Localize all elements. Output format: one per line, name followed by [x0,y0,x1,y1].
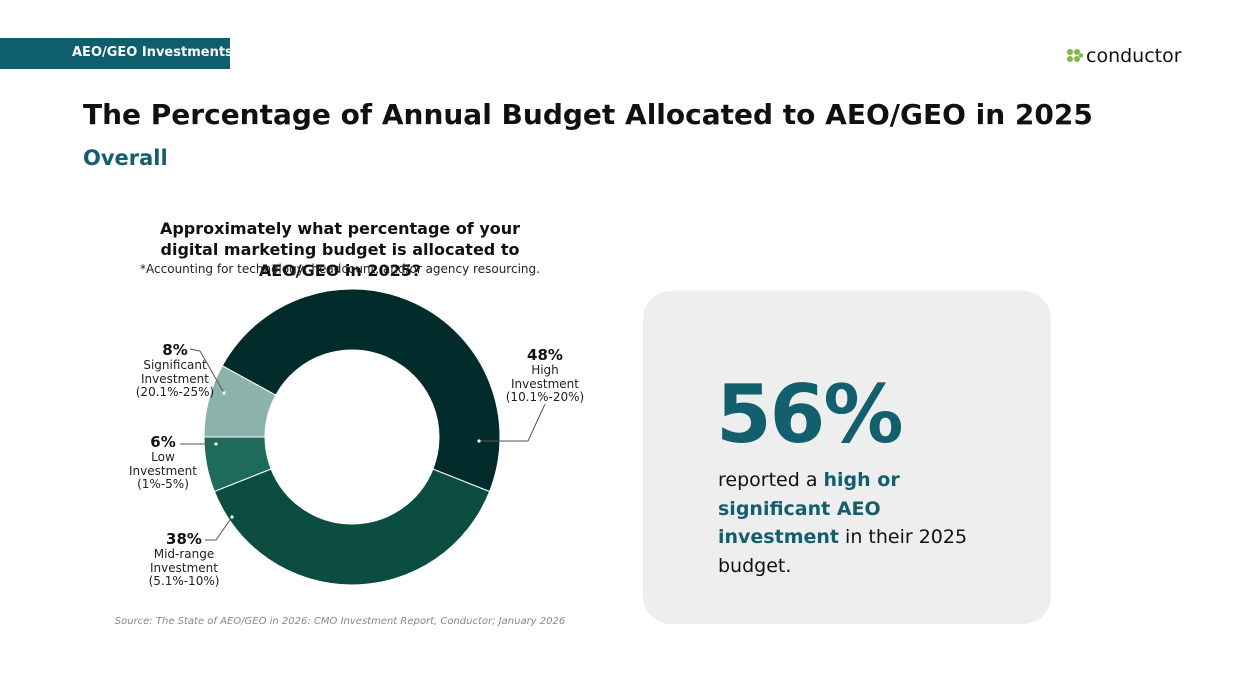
callout-value: 56% [716,368,903,461]
category-label: Significant Investment [141,358,209,386]
tag: AEO/GEO Investments [72,45,233,60]
leader-line [205,516,233,541]
title: The Percentage of Annual Budget Allocate… [83,98,1093,131]
value-label: 48% [527,346,563,364]
chart-subtitle: *Accounting for technology, headcount, a… [140,262,540,276]
leader-dot [222,391,226,395]
category-label: High Investment [511,363,579,391]
donut-segment [203,436,272,493]
segment-label: 38% Mid-range Investment (5.1%-10%) [129,531,239,589]
chart-title: Approximately what percentage of your di… [159,219,521,280]
range-label: (1%-5%) [137,477,189,491]
value-label: 38% [166,530,202,548]
range-label: (5.1%-10%) [148,574,220,588]
leader-dot [214,442,218,446]
source: Source: The State of AEO/GEO in 2026: CM… [114,616,566,627]
donut-chart [180,288,546,586]
segment-label: 6% Low Investment (1%-5%) [108,434,218,492]
leader-dot [230,515,234,519]
logo: conductor [1086,45,1182,67]
value-label: 6% [150,433,176,451]
logo-icon [1067,49,1084,62]
range-label: (10.1%-20%) [505,390,585,404]
category-label: Mid-range Investment [150,547,218,575]
callout-highlight: high or significant AEO investment [718,469,900,548]
callout-text-after: in their 2025 budget. [718,526,968,577]
callout-text-before: reported a [718,469,818,491]
leader-dot [477,439,481,443]
category-label: Low Investment [129,450,197,478]
segment-label: 8% Significant Investment (20.1%-25%) [120,342,230,400]
segment-label: 48% High Investment (10.1%-20%) [490,347,600,405]
range-label: (20.1%-25%) [135,385,215,399]
callout-text: reported a high or significant AEO inves… [718,466,993,580]
donut-segment [221,288,501,493]
subtitle: Overall [83,146,168,170]
tag-bar [0,38,230,69]
value-label: 8% [162,341,188,359]
leader-line [189,348,225,394]
callout-card [643,291,1051,624]
donut-segment [213,468,491,586]
leader-line [479,403,546,442]
